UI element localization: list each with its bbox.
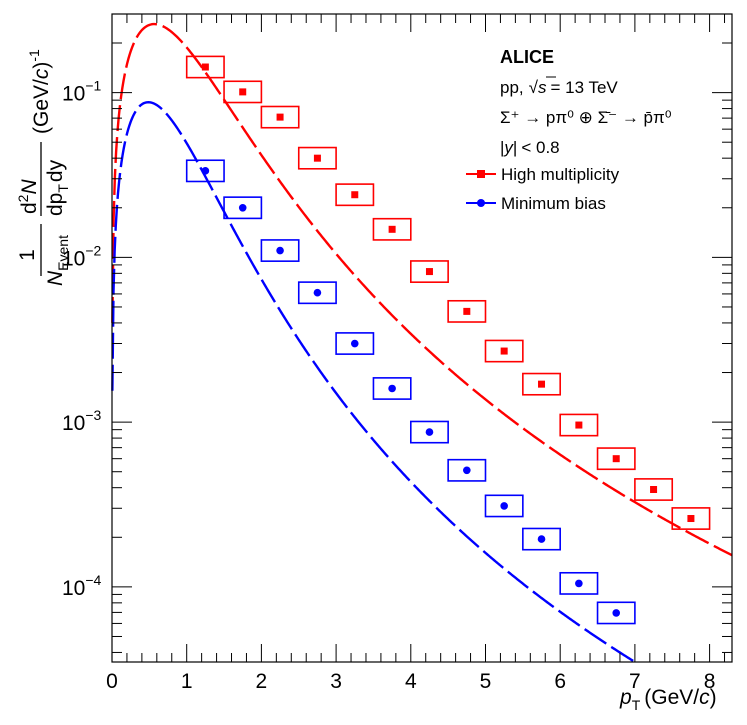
- syst-box-minimum-bias: [335, 332, 375, 355]
- syst-box-high-multiplicity: [335, 183, 375, 207]
- syst-box-high-multiplicity: [223, 80, 263, 104]
- fit-curve-minimum-bias: [111, 101, 635, 663]
- data-point-high-multiplicity: [538, 380, 546, 388]
- syst-box-high-multiplicity: [372, 217, 412, 241]
- x-axis-title: pT (GeV/c): [619, 686, 717, 713]
- syst-box-high-multiplicity: [634, 478, 674, 501]
- data-point-high-multiplicity: [351, 191, 359, 199]
- x-tick-label: 4: [405, 670, 417, 693]
- data-point-high-multiplicity: [463, 307, 471, 315]
- syst-box-high-multiplicity: [185, 55, 225, 79]
- syst-box-minimum-bias: [484, 494, 524, 518]
- syst-box-high-multiplicity: [671, 507, 711, 530]
- data-point-high-multiplicity: [201, 63, 209, 71]
- syst-box-minimum-bias: [223, 196, 263, 220]
- data-point-high-multiplicity: [650, 485, 658, 493]
- y-title-unit: (GeV/c)-1: [26, 49, 53, 134]
- data-point-high-multiplicity: [687, 515, 695, 523]
- x-tick-label: 6: [554, 670, 566, 693]
- syst-box-minimum-bias: [596, 601, 636, 625]
- legend-label-minimum-bias: Minimum bias: [501, 194, 606, 213]
- syst-box-minimum-bias: [559, 571, 599, 595]
- data-point-minimum-bias: [537, 535, 546, 543]
- fit-curve-high-multiplicity: [111, 22, 733, 557]
- data-point-high-multiplicity: [500, 347, 508, 355]
- system-label: pp, √s = 13 TeV: [500, 78, 618, 97]
- data-point-minimum-bias: [575, 579, 583, 588]
- y-tick-label: 10−4: [62, 572, 102, 600]
- syst-box-minimum-bias: [409, 420, 449, 444]
- data-point-high-multiplicity: [612, 455, 620, 463]
- y-tick-label: 10−3: [62, 407, 102, 435]
- y-title-numerator: d2N: [15, 179, 41, 214]
- syst-box-minimum-bias: [297, 281, 337, 305]
- data-point-high-multiplicity: [425, 268, 433, 276]
- x-tick-label: 5: [480, 670, 492, 693]
- y-tick-label: 10−2: [62, 242, 102, 270]
- data-point-high-multiplicity: [276, 113, 284, 121]
- data-point-high-multiplicity: [239, 88, 247, 96]
- data-point-minimum-bias: [276, 246, 284, 255]
- syst-box-high-multiplicity: [447, 299, 487, 323]
- syst-box-minimum-bias: [185, 159, 225, 183]
- legend-entry-minimum-bias: Minimum bias: [466, 194, 606, 213]
- syst-box-high-multiplicity: [484, 339, 524, 363]
- data-point-minimum-bias: [612, 609, 621, 617]
- data-point-high-multiplicity: [313, 154, 321, 162]
- syst-box-high-multiplicity: [409, 260, 449, 283]
- data-point-minimum-bias: [201, 167, 210, 175]
- y-tick-label: 10−1: [62, 78, 102, 106]
- data-point-high-multiplicity: [575, 421, 583, 429]
- legend-entry-high-multiplicity: High multiplicity: [466, 165, 620, 184]
- y-axis-ticks: 10−1 10−2 10−3 10−4: [62, 42, 732, 653]
- syst-box-minimum-bias: [260, 239, 300, 262]
- syst-box-minimum-bias: [372, 377, 412, 400]
- y-title-denominator: dpTdy: [44, 159, 71, 216]
- syst-box-high-multiplicity: [522, 372, 561, 396]
- syst-box-minimum-bias: [447, 458, 487, 482]
- y-title-nevent: NEvent: [44, 235, 71, 286]
- reaction-label: Σ⁺ → pπ⁰ ⊕ Σ̄⁻ → p̄π⁰: [500, 108, 672, 127]
- y-title-one: 1: [16, 249, 39, 261]
- syst-box-high-multiplicity: [596, 447, 636, 471]
- data-point-minimum-bias: [500, 502, 508, 510]
- systematic-boxes: [185, 55, 711, 625]
- x-tick-label: 8: [704, 670, 716, 693]
- syst-box-high-multiplicity: [260, 105, 300, 129]
- x-tick-label: 3: [330, 670, 342, 693]
- data-point-minimum-bias: [238, 203, 247, 212]
- rapidity-label: |y| < 0.8: [500, 138, 560, 157]
- data-point-minimum-bias: [425, 428, 434, 436]
- y-axis-title: 1 NEvent d2N dpTdy (GeV/c)-1: [15, 49, 71, 286]
- x-tick-label: 0: [106, 670, 118, 693]
- plot-frame: [111, 13, 733, 663]
- x-tick-label: 7: [629, 670, 641, 693]
- data-point-minimum-bias: [388, 384, 396, 393]
- data-point-minimum-bias: [313, 288, 322, 297]
- data-point-minimum-bias: [463, 466, 471, 475]
- syst-box-minimum-bias: [522, 527, 561, 551]
- syst-box-high-multiplicity: [297, 146, 337, 170]
- data-point-high-multiplicity: [388, 225, 396, 233]
- fit-curves: [111, 22, 733, 663]
- x-tick-label: 2: [256, 670, 268, 693]
- legend-label-high-multiplicity: High multiplicity: [501, 165, 620, 184]
- x-tick-label: 1: [181, 670, 193, 693]
- collaboration-label: ALICE: [500, 47, 554, 67]
- syst-box-high-multiplicity: [559, 413, 599, 437]
- x-axis-ticks: 0 1 2 3 4 5 6 7 8: [106, 14, 726, 693]
- data-points: [201, 63, 695, 617]
- legend: High multiplicity Minimum bias: [466, 165, 620, 213]
- data-point-minimum-bias: [350, 339, 359, 348]
